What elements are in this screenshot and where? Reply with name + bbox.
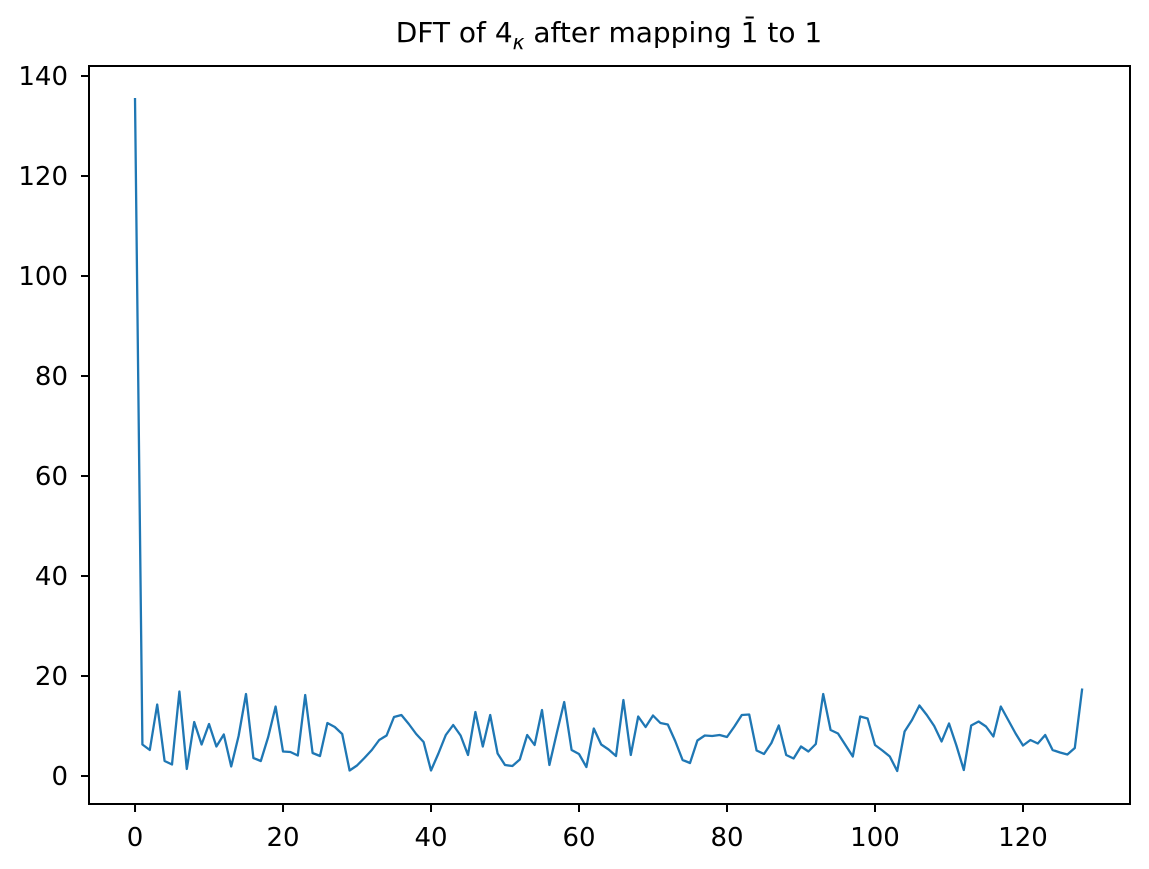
chart-title-post: to 1 bbox=[759, 16, 823, 49]
x-axis-ticks: 0 20 40 60 80 100 120 bbox=[127, 804, 1048, 853]
chart-title-mid: after mapping bbox=[524, 16, 740, 49]
y-tick-label: 120 bbox=[18, 162, 68, 192]
x-tick-label: 0 bbox=[127, 823, 144, 853]
y-tick-label: 60 bbox=[35, 462, 68, 492]
y-tick-label: 0 bbox=[51, 762, 68, 792]
y-tick-label: 40 bbox=[35, 562, 68, 592]
x-tick-label: 120 bbox=[998, 823, 1048, 853]
y-tick-label: 20 bbox=[35, 662, 68, 692]
x-tick-label: 40 bbox=[414, 823, 447, 853]
y-tick-label: 140 bbox=[18, 62, 68, 92]
x-tick-label: 60 bbox=[562, 823, 595, 853]
x-tick-label: 100 bbox=[850, 823, 900, 853]
x-tick-label: 20 bbox=[266, 823, 299, 853]
chart-title-subscript-kappa: κ bbox=[513, 30, 525, 54]
chart-title-pre: DFT of 4 bbox=[396, 16, 513, 49]
y-tick-label: 80 bbox=[35, 362, 68, 392]
y-tick-label: 100 bbox=[18, 262, 68, 292]
y-axis-ticks: 0 20 40 60 80 100 120 140 bbox=[18, 62, 89, 792]
chart-title-one-bar: 1̄ bbox=[741, 15, 759, 49]
x-tick-label: 80 bbox=[710, 823, 743, 853]
plot-area-frame bbox=[88, 65, 1131, 805]
chart-title: DFT of 4κ after mapping 1̄ to 1 bbox=[396, 15, 822, 54]
dft-line-series bbox=[133, 97, 1084, 773]
